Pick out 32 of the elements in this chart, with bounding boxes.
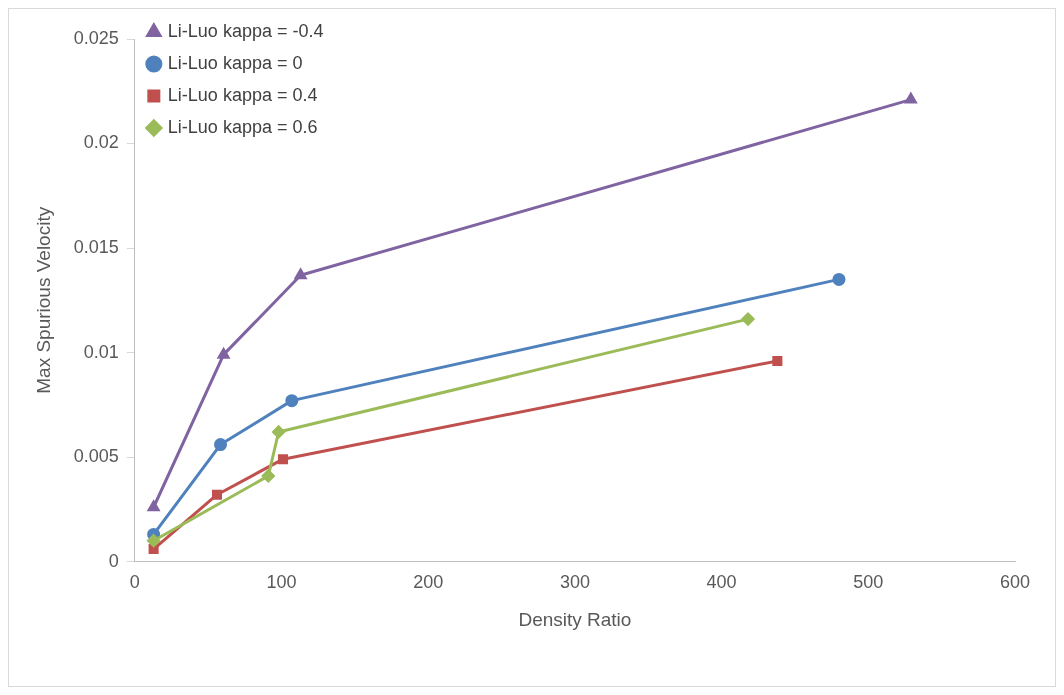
x-tick-label: 0 [129,572,140,593]
point [741,312,755,326]
legend-label: Li-Luo kappa = 0.6 [167,116,318,137]
y-tick-label: 0.01 [83,341,119,362]
y-axis-title: Max Spurious Velocity [32,206,54,394]
x-axis-title: Density Ratio [518,608,632,630]
x-tick-label: 500 [853,572,884,593]
y-tick-label: 0 [108,550,119,571]
point [277,454,289,465]
legend-label: Li-Luo kappa = 0.4 [167,84,318,105]
point [147,500,160,512]
point [214,438,228,452]
x-tick-label: 400 [706,572,737,593]
point [285,394,299,408]
point [148,544,159,555]
point [272,425,286,439]
x-tick-label: 600 [999,572,1031,593]
point [832,272,846,286]
point [147,534,161,548]
y-tick-label: 0.005 [73,446,119,467]
x-tick-label: 200 [413,572,444,593]
point [772,355,783,366]
x-tick-label: 100 [266,572,297,593]
y-tick-label: 0.015 [73,237,119,258]
legend-label: Li-Luo kappa = -0.4 [167,20,324,41]
y-tick-label: 0.02 [83,132,119,153]
y-tick-label: 0.025 [73,27,119,48]
x-tick-label: 300 [559,572,590,593]
point [294,268,307,280]
point [261,469,275,483]
legend-label: Li-Luo kappa = 0 [167,52,303,73]
point [211,489,223,500]
